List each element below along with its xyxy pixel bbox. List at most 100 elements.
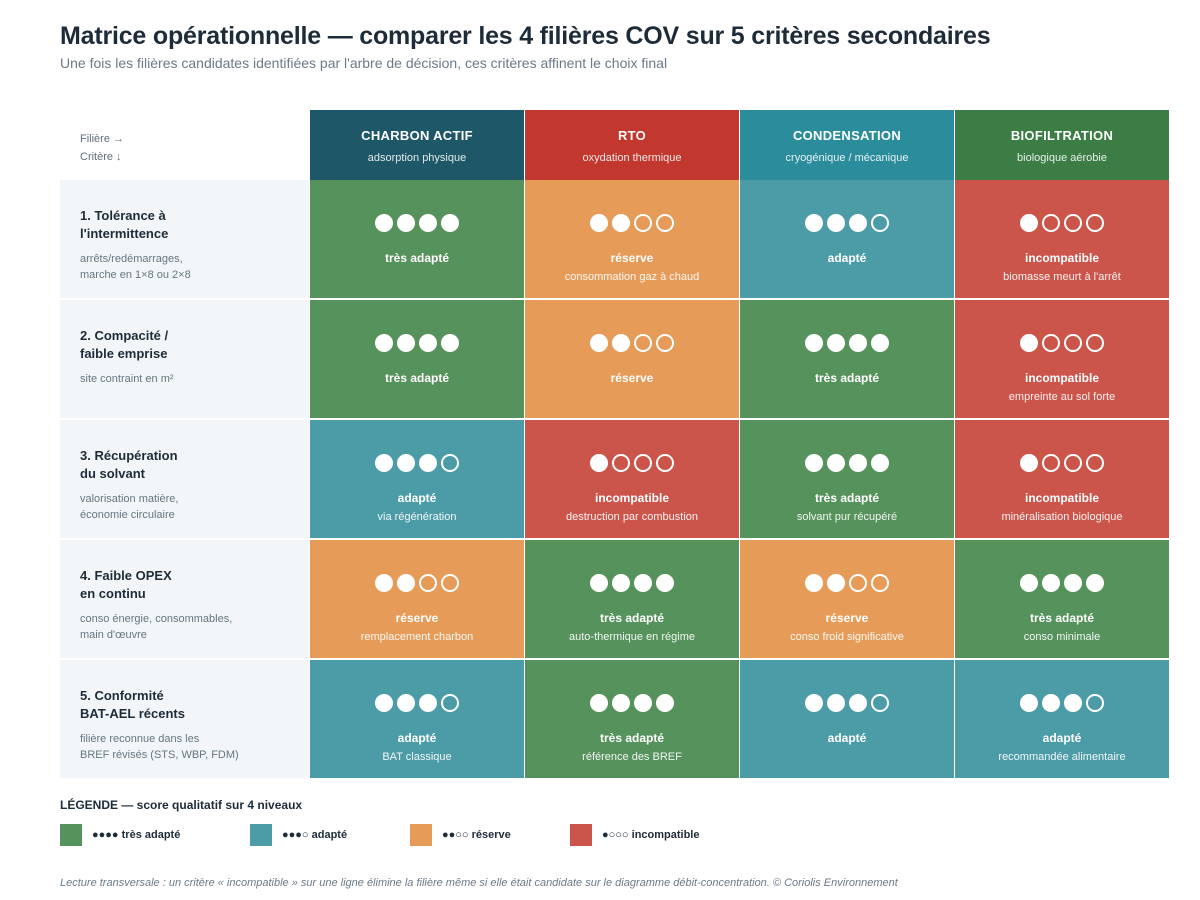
filled-dot-icon (590, 454, 608, 472)
cell-note: empreinte au sol forte (1008, 391, 1116, 403)
column-name: CONDENSATION (792, 128, 902, 143)
legend-swatch (570, 824, 592, 846)
filled-dot-icon (612, 214, 630, 232)
legend-item: ●●●○ adapté (250, 824, 347, 846)
score-dots (525, 334, 739, 352)
legend-swatch (410, 824, 432, 846)
empty-dot-icon (1042, 454, 1060, 472)
filled-dot-icon (871, 454, 889, 472)
filled-dot-icon (1042, 694, 1060, 712)
matrix-cell: adapté (740, 660, 954, 778)
matrix-cell: réserve (525, 300, 739, 418)
filled-dot-icon (1020, 694, 1038, 712)
filled-dot-icon (590, 334, 608, 352)
column-subtitle: oxydation thermique (582, 152, 682, 164)
column-name: BIOFILTRATION (1010, 128, 1114, 143)
cell-rating-label: adapté (397, 731, 437, 745)
criterion-title: 3. Récupération du solvant (80, 448, 178, 481)
filled-dot-icon (419, 454, 437, 472)
empty-dot-icon (441, 574, 459, 592)
filled-dot-icon (397, 334, 415, 352)
cell-note: remplacement charbon (360, 631, 474, 643)
matrix-cell: incompatible minéralisation biologique (955, 420, 1169, 538)
matrix-cell: très adapté (310, 300, 524, 418)
cell-rating-label: incompatible (1024, 251, 1099, 265)
filled-dot-icon (397, 454, 415, 472)
cell-rating-label: très adapté (599, 731, 665, 745)
cell-note: solvant pur récupéré (796, 511, 898, 523)
filled-dot-icon (805, 214, 823, 232)
cell-rating-label: très adapté (814, 491, 880, 505)
column-name: CHARBON ACTIF (361, 128, 473, 143)
column-header: CHARBON ACTIF adsorption physique (310, 110, 524, 180)
score-dots (525, 694, 739, 712)
empty-dot-icon (1086, 454, 1104, 472)
matrix-cell: incompatible empreinte au sol forte (955, 300, 1169, 418)
criterion-description: valorisation matière, économie circulair… (80, 493, 179, 521)
criterion-description: conso énergie, consommables, main d'œuvr… (80, 613, 233, 641)
decision-matrix: Filière → Critère ↓ CHARBON ACTIF adsorpt… (60, 110, 1170, 780)
filled-dot-icon (441, 214, 459, 232)
score-dots (955, 334, 1169, 352)
filled-dot-icon (827, 334, 845, 352)
empty-dot-icon (612, 454, 630, 472)
legend-label: ●●○○ réserve (442, 829, 511, 841)
empty-dot-icon (1064, 334, 1082, 352)
score-dots (955, 454, 1169, 472)
column-name: RTO (617, 128, 647, 143)
criterion-title: 1. Tolérance à l'intermittence (80, 208, 169, 241)
filled-dot-icon (1086, 574, 1104, 592)
score-dots (740, 454, 954, 472)
filled-dot-icon (827, 214, 845, 232)
score-dots (740, 694, 954, 712)
cell-rating-label: réserve (610, 251, 654, 265)
score-dots (310, 334, 524, 352)
filled-dot-icon (634, 574, 652, 592)
score-dots (955, 214, 1169, 232)
cell-note: référence des BREF (582, 751, 682, 763)
footnote: Lecture transversale : un critère « inco… (60, 877, 898, 889)
cell-rating-label: réserve (825, 611, 869, 625)
cell-rating-label: réserve (395, 611, 439, 625)
matrix-cell: très adapté auto-thermique en régime (525, 540, 739, 658)
cell-rating-label: adapté (827, 251, 867, 265)
cell-rating-label: très adapté (384, 371, 450, 385)
empty-dot-icon (419, 574, 437, 592)
filled-dot-icon (375, 334, 393, 352)
filled-dot-icon (375, 574, 393, 592)
cell-note: BAT classique (382, 751, 452, 763)
filled-dot-icon (612, 334, 630, 352)
cell-rating-label: adapté (397, 491, 437, 505)
filled-dot-icon (849, 214, 867, 232)
cell-rating-label: très adapté (599, 611, 665, 625)
score-dots (525, 574, 739, 592)
empty-dot-icon (1064, 214, 1082, 232)
empty-dot-icon (871, 574, 889, 592)
filled-dot-icon (1020, 574, 1038, 592)
filled-dot-icon (805, 334, 823, 352)
cell-note: consommation gaz à chaud (564, 271, 700, 283)
matrix-cell: réserve conso froid significative (740, 540, 954, 658)
empty-dot-icon (1086, 694, 1104, 712)
column-subtitle: cryogénique / mécanique (785, 152, 909, 164)
cell-note: auto-thermique en régime (569, 631, 695, 643)
empty-dot-icon (656, 454, 674, 472)
filled-dot-icon (1020, 214, 1038, 232)
filled-dot-icon (849, 334, 867, 352)
legend-title: LÉGENDE — score qualitatif sur 4 niveaux (60, 798, 303, 812)
cell-note: minéralisation biologique (1001, 511, 1123, 523)
filled-dot-icon (375, 694, 393, 712)
cell-rating-label: incompatible (594, 491, 669, 505)
filled-dot-icon (397, 574, 415, 592)
matrix-cell: réserve consommation gaz à chaud (525, 180, 739, 298)
score-dots (740, 334, 954, 352)
cell-rating-label: adapté (827, 731, 867, 745)
filled-dot-icon (375, 454, 393, 472)
row-header: 1. Tolérance à l'intermittence arrêts/red… (60, 180, 309, 298)
matrix-cell: incompatible biomasse meurt à l'arrêt (955, 180, 1169, 298)
legend-label: ●○○○ incompatible (602, 829, 700, 841)
score-dots (310, 574, 524, 592)
page-title: Matrice opérationnelle — comparer les 4 … (60, 22, 991, 50)
legend-swatch (250, 824, 272, 846)
score-dots (525, 214, 739, 232)
